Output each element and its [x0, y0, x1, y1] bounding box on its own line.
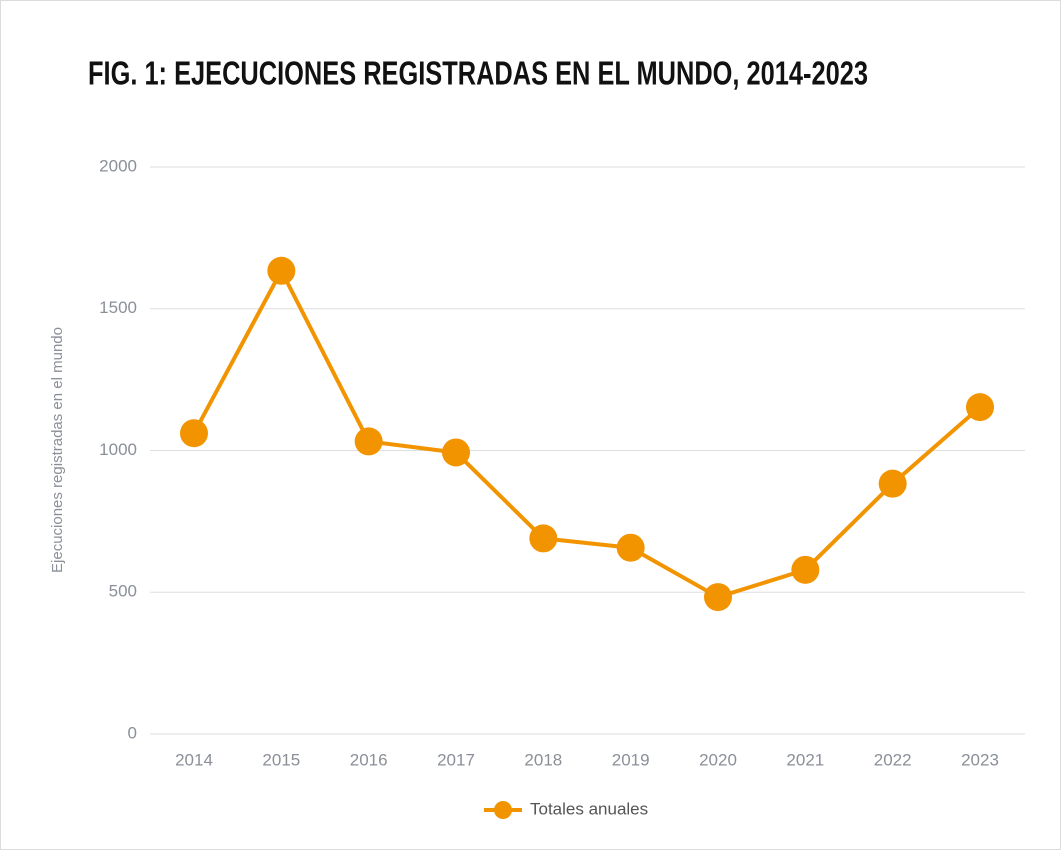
data-point	[616, 533, 645, 562]
x-tick-label: 2017	[437, 750, 475, 769]
y-axis-label: Ejecuciones registradas en el mundo	[49, 327, 66, 573]
x-tick-label: 2020	[699, 750, 737, 769]
y-tick-label: 1000	[99, 440, 137, 459]
data-point	[791, 555, 820, 584]
y-tick-label: 0	[128, 723, 137, 742]
chart-title: FIG. 1: EJECUCIONES REGISTRADAS EN EL MU…	[88, 55, 868, 92]
x-tick-label: 2015	[262, 750, 300, 769]
x-tick-label: 2022	[874, 750, 912, 769]
legend-label: Totales anuales	[530, 799, 648, 818]
x-tick-label: 2016	[350, 750, 388, 769]
series-line	[192, 268, 982, 600]
data-point	[704, 583, 732, 612]
data-point	[442, 438, 470, 467]
data-point	[180, 419, 208, 448]
x-tick-label: 2018	[524, 750, 562, 769]
data-point	[966, 393, 994, 422]
data-point	[354, 427, 383, 456]
x-tick-label: 2021	[786, 750, 824, 769]
data-point	[878, 469, 907, 498]
data-point	[529, 524, 558, 553]
y-tick-label: 2000	[99, 156, 137, 175]
x-tick-label: 2014	[175, 750, 213, 769]
y-tick-label: 1500	[99, 298, 137, 317]
legend-marker	[494, 801, 512, 819]
y-tick-label: 500	[109, 582, 137, 601]
data-point	[267, 256, 296, 285]
x-tick-label: 2019	[612, 750, 650, 769]
x-tick-label: 2023	[961, 750, 999, 769]
